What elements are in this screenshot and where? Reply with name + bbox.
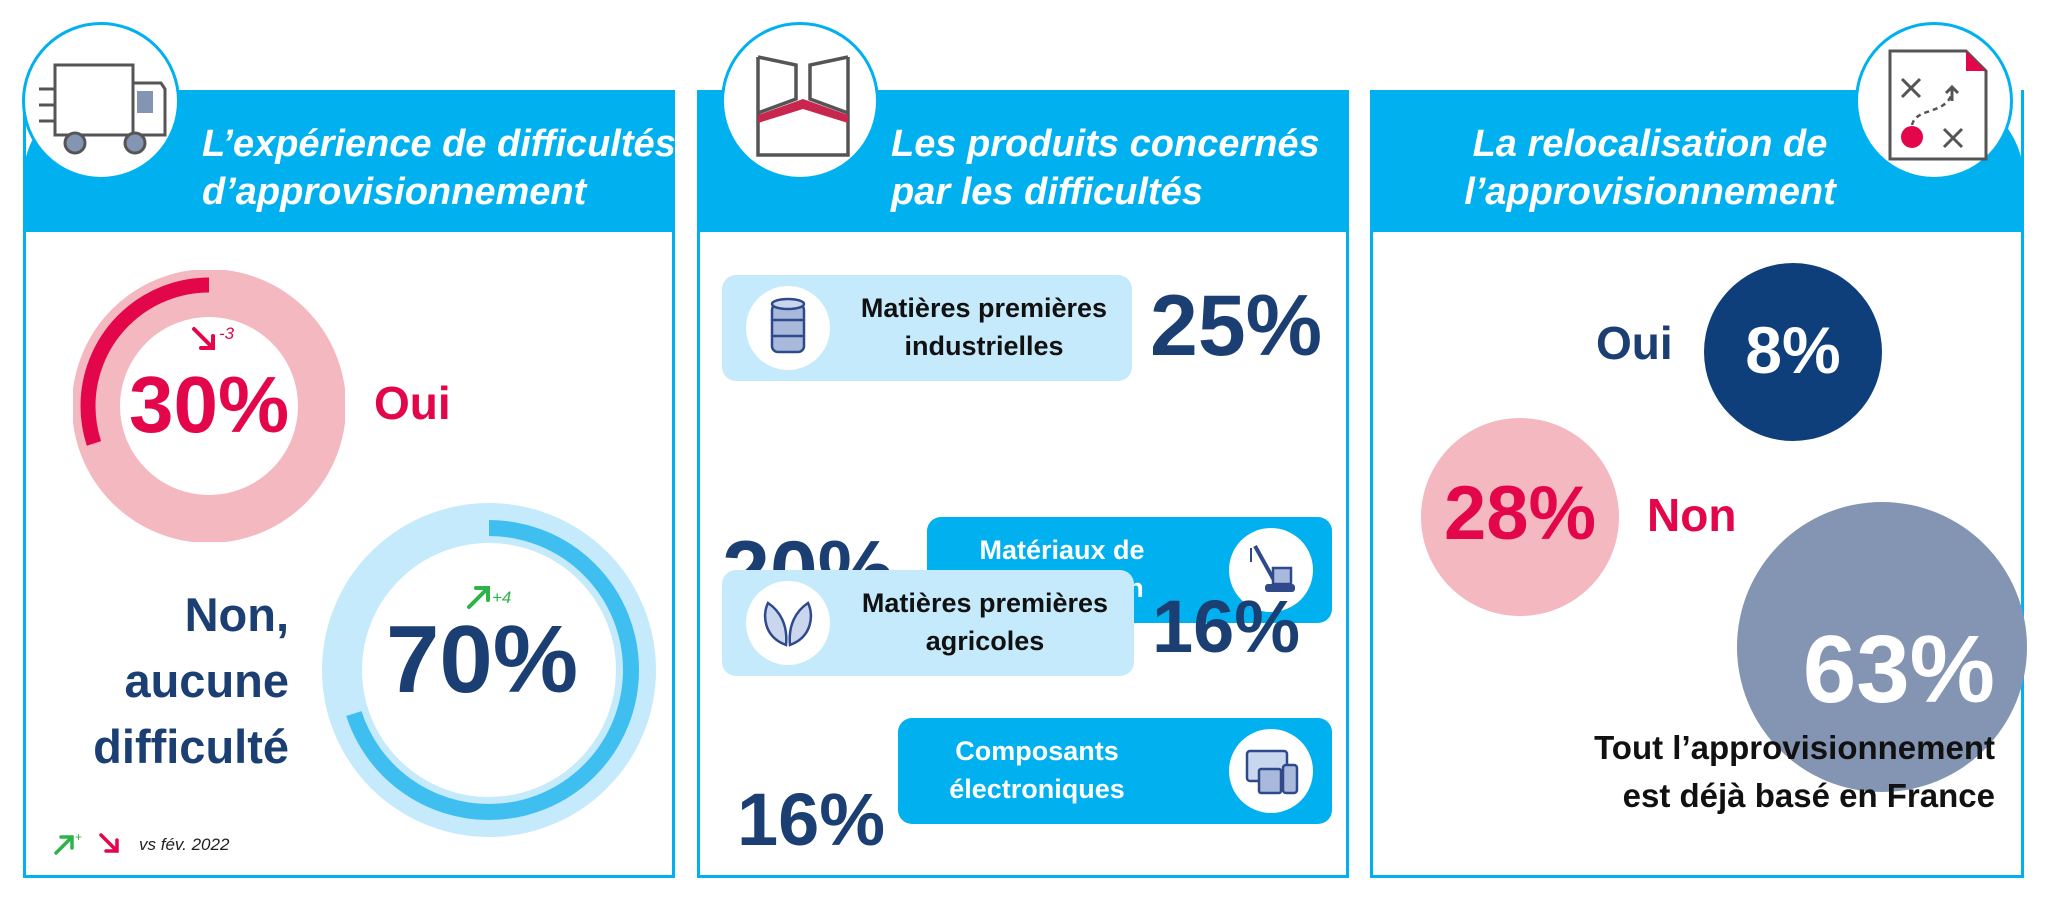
product-label: industrielles [904, 331, 1064, 361]
reloc-oui-value: 8% [1745, 313, 1841, 387]
donut-oui [73, 270, 345, 542]
open-box-icon [721, 22, 879, 180]
non-change: +4 [492, 588, 512, 607]
product-label: Composants [955, 736, 1119, 766]
up-arrow-icon [467, 586, 490, 609]
legend-up-arrow-icon [54, 835, 74, 855]
product-value-electronics: 16% [737, 778, 886, 861]
bubble-france [1737, 502, 2027, 792]
reloc-france-label: Tout l’approvisionnement est déjà basé e… [1594, 729, 1995, 814]
product-value-industrial: 25% [1150, 278, 1323, 374]
product-value-agricultural: 16% [1152, 585, 1301, 668]
bubble-area [1373, 90, 2027, 878]
bubble-oui [1704, 263, 1882, 441]
devices-icon [1229, 729, 1313, 813]
non-label: Non, aucune difficulté [93, 588, 289, 773]
donut-oui-arc [80, 277, 338, 535]
product-label: électroniques [949, 774, 1125, 804]
reloc-non-label: Non [1647, 489, 1737, 541]
oui-change: -3 [219, 324, 235, 343]
delivery-truck-icon [22, 22, 180, 180]
down-arrow-icon [192, 327, 215, 350]
product-label: agricoles [925, 626, 1045, 656]
product-item-agricultural: Matières premières agricoles [722, 570, 1134, 676]
panel-products: Les produits concernés par les difficult… [697, 90, 1349, 878]
product-item-electronics: Composants électroniques [898, 718, 1332, 824]
reloc-france-value: 63% [1802, 616, 1995, 723]
panel-products-title: Les produits concernés par les difficult… [891, 123, 1320, 213]
non-value: 70% [386, 606, 579, 713]
barrel-icon [746, 286, 830, 370]
product-label: Matériaux de [979, 535, 1145, 565]
leaves-icon [746, 581, 830, 665]
bubble-non [1421, 418, 1619, 616]
donut-non-arc [339, 520, 639, 820]
product-label: Matières premières [860, 293, 1108, 323]
panel-relocation: La relocalisation de l’approvisionnement… [1370, 90, 2027, 878]
product-label: Matières premières [861, 588, 1109, 618]
legend-up-sign: + [75, 830, 83, 844]
footnote: vs fév. 2022 [139, 835, 230, 854]
oui-label: Oui [374, 377, 451, 429]
panel-relocation-title: La relocalisation de l’approvisionnement [1464, 123, 1836, 213]
legend-down-arrow-icon [99, 833, 119, 853]
strategy-plan-icon [1855, 22, 2013, 180]
donut-non [322, 503, 656, 837]
reloc-non-value: 28% [1443, 471, 1597, 556]
panel-experience-title: L’expérience de difficultés d’approvisio… [202, 123, 676, 213]
oui-value: 30% [129, 360, 290, 449]
product-item-industrial: Matières premières industrielles [722, 275, 1132, 381]
panel-experience: L’expérience de difficultés d’approvisio… [23, 90, 676, 878]
crane-icon [1229, 528, 1313, 612]
reloc-oui-label: Oui [1596, 317, 1673, 369]
